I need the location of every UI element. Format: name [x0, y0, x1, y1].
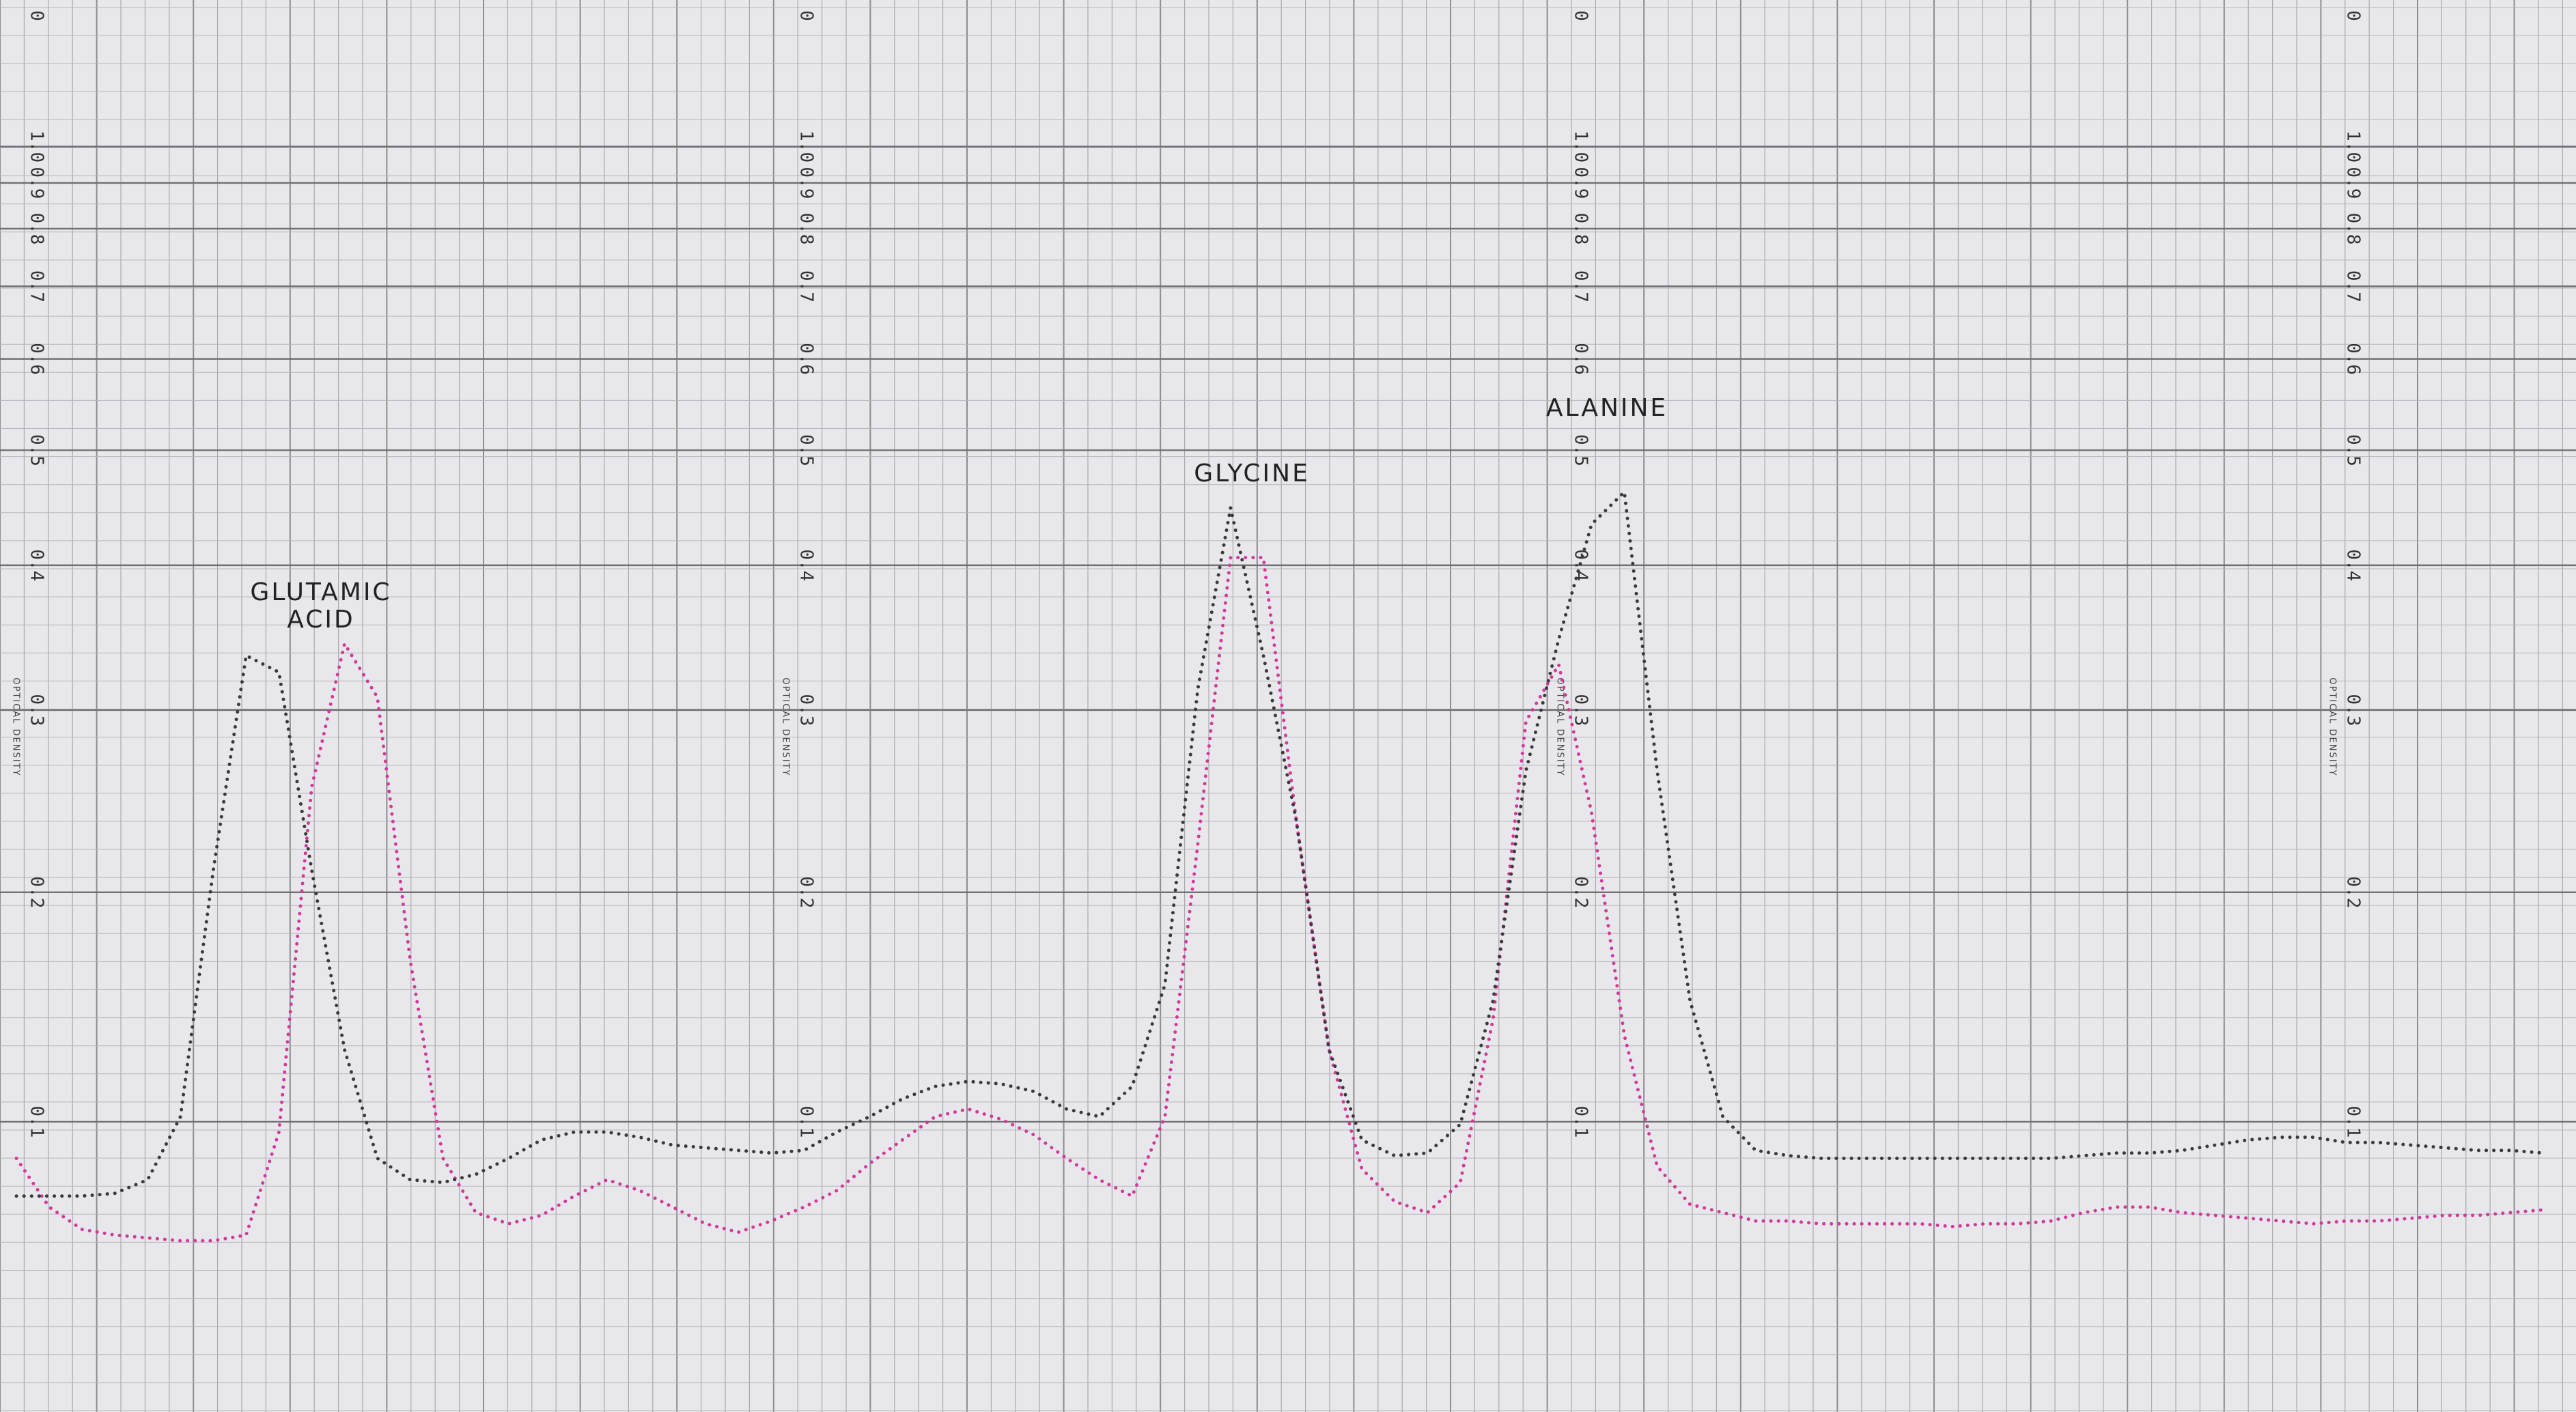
y-tick-label: 0.6 [796, 343, 817, 375]
y-tick-label: 0.7 [796, 270, 817, 302]
y-tick-label: 0.8 [27, 212, 47, 244]
y-tick-label: 0.8 [796, 212, 817, 244]
y-tick-label: 0.3 [27, 694, 47, 726]
y-tick-label: 0.7 [27, 270, 47, 302]
y-tick-label: 0.7 [1571, 270, 1591, 302]
y-tick-label: 1.0 [1571, 130, 1591, 163]
y-tick-label: 0.2 [2343, 876, 2364, 908]
axis-label: OPTICAL DENSITY [11, 677, 21, 776]
y-tick-label: 0.9 [27, 167, 47, 199]
peak-label: GLYCINE [1194, 460, 1310, 488]
y-tick-label: 0.6 [27, 343, 47, 375]
y-tick-label: 0.6 [2343, 343, 2364, 375]
y-tick-label: 0.2 [796, 876, 817, 908]
top-label: 0 [27, 10, 47, 21]
axis-label: OPTICAL DENSITY [1555, 677, 1565, 776]
y-tick-label: 0.9 [2343, 167, 2364, 199]
y-tick-label: 0.1 [2343, 1105, 2364, 1138]
y-tick-label: 0.5 [1571, 434, 1591, 466]
y-tick-label: 0.3 [2343, 694, 2364, 726]
y-tick-label: 0.4 [2343, 549, 2364, 581]
top-label: 0 [796, 10, 817, 21]
y-tick-label: 0.5 [2343, 434, 2364, 466]
y-tick-label: 0.1 [796, 1105, 817, 1138]
y-tick-label: 1.0 [796, 130, 817, 163]
y-tick-label: 1.0 [2343, 130, 2364, 163]
y-tick-label: 0.4 [27, 549, 47, 581]
axis-label: OPTICAL DENSITY [2327, 677, 2338, 776]
y-tick-label: 1.0 [27, 130, 47, 163]
y-tick-label: 0.8 [2343, 212, 2364, 244]
y-tick-label: 0.6 [1571, 343, 1591, 375]
axis-label: OPTICAL DENSITY [781, 677, 791, 776]
trace [14, 556, 2545, 1243]
y-tick-label: 0.2 [27, 876, 47, 908]
top-label: 0 [1571, 10, 1591, 21]
y-tick-label: 0.3 [796, 694, 817, 726]
y-tick-label: 0.5 [27, 434, 47, 466]
y-tick-label: 0.5 [796, 434, 817, 466]
y-tick-label: 0.4 [796, 549, 817, 581]
top-label: 0 [2343, 10, 2364, 21]
y-tick-label: 0.8 [1571, 212, 1591, 244]
y-tick-label: 0.1 [1571, 1105, 1591, 1138]
peak-label: ALANINE [1545, 394, 1668, 422]
y-tick-label: 0.3 [1571, 694, 1591, 726]
y-tick-label: 0.9 [1571, 167, 1591, 199]
trace [14, 488, 2545, 1198]
y-tick-label: 0.1 [27, 1105, 47, 1138]
peak-label: GLUTAMIC ACID [250, 578, 392, 634]
y-tick-label: 0.9 [796, 167, 817, 199]
y-tick-label: 0.7 [2343, 270, 2364, 302]
y-tick-label: 0.2 [1571, 876, 1591, 908]
